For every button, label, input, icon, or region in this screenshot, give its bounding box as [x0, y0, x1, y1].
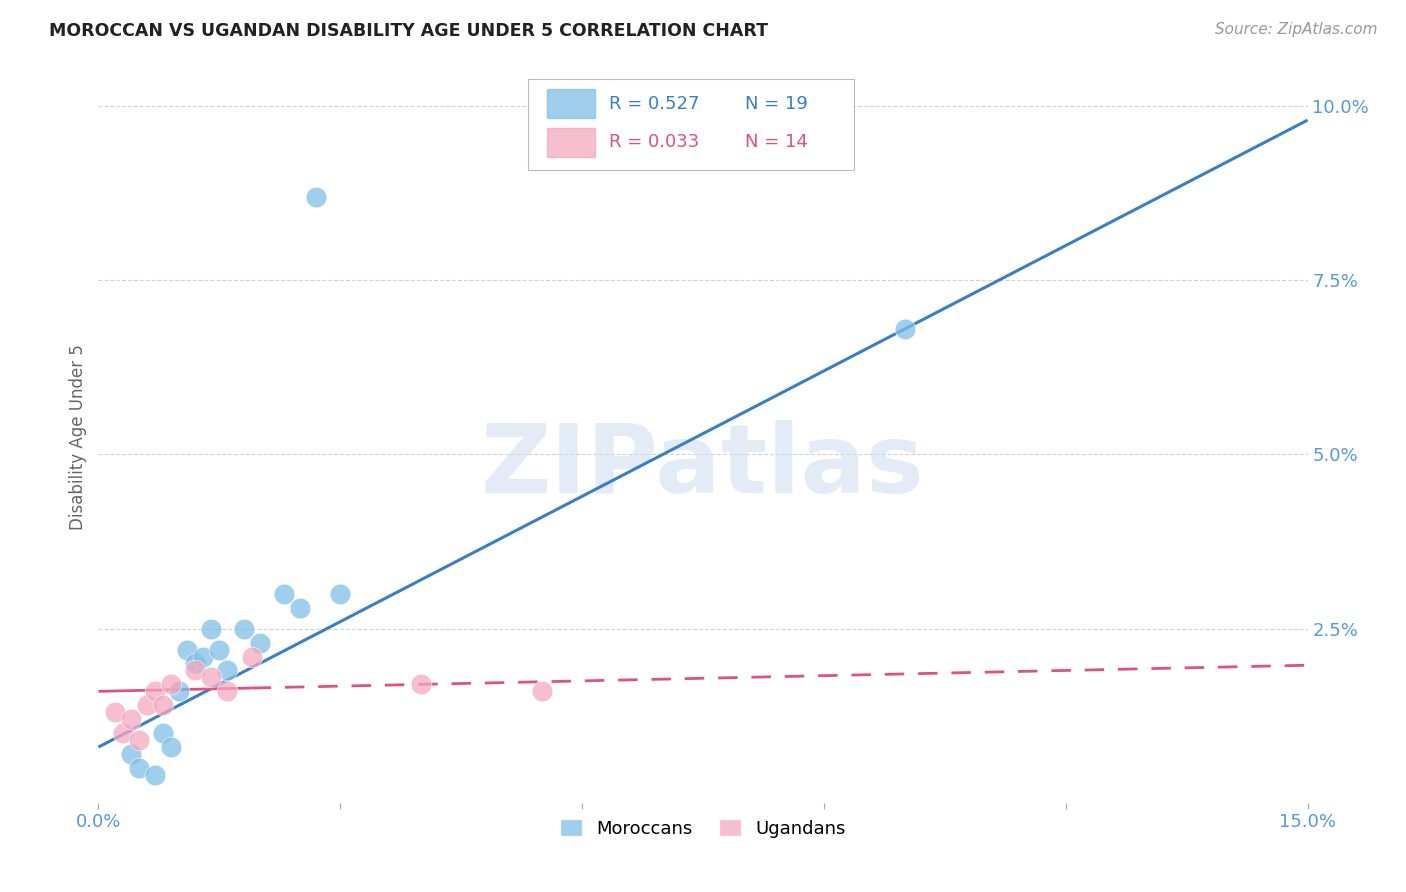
FancyBboxPatch shape — [527, 78, 855, 170]
Point — [893, 322, 915, 336]
Text: R = 0.033: R = 0.033 — [609, 134, 699, 152]
Point — [217, 684, 239, 698]
Point — [273, 587, 295, 601]
Legend: Moroccans, Ugandans: Moroccans, Ugandans — [553, 813, 853, 845]
Point — [288, 600, 311, 615]
Point — [409, 677, 432, 691]
Point — [232, 622, 254, 636]
Point — [152, 698, 174, 713]
Y-axis label: Disability Age Under 5: Disability Age Under 5 — [69, 344, 87, 530]
Point — [103, 705, 125, 719]
Point — [530, 684, 553, 698]
Point — [249, 635, 271, 649]
Point — [217, 664, 239, 678]
Point — [143, 768, 166, 782]
Point — [329, 587, 352, 601]
Point — [143, 684, 166, 698]
Point — [111, 726, 134, 740]
Point — [200, 670, 222, 684]
Point — [135, 698, 157, 713]
Point — [120, 747, 142, 761]
Text: N = 19: N = 19 — [745, 95, 808, 112]
Point — [128, 733, 150, 747]
Text: Source: ZipAtlas.com: Source: ZipAtlas.com — [1215, 22, 1378, 37]
Point — [305, 190, 328, 204]
Point — [208, 642, 231, 657]
Point — [120, 712, 142, 726]
Point — [193, 649, 215, 664]
Text: MOROCCAN VS UGANDAN DISABILITY AGE UNDER 5 CORRELATION CHART: MOROCCAN VS UGANDAN DISABILITY AGE UNDER… — [49, 22, 768, 40]
FancyBboxPatch shape — [547, 89, 595, 119]
Text: R = 0.527: R = 0.527 — [609, 95, 699, 112]
Text: N = 14: N = 14 — [745, 134, 808, 152]
Point — [167, 684, 190, 698]
Point — [200, 622, 222, 636]
Point — [160, 740, 183, 755]
FancyBboxPatch shape — [547, 128, 595, 157]
Point — [128, 761, 150, 775]
Point — [184, 664, 207, 678]
Point — [240, 649, 263, 664]
Point — [184, 657, 207, 671]
Point — [160, 677, 183, 691]
Text: ZIPatlas: ZIPatlas — [481, 420, 925, 513]
Point — [176, 642, 198, 657]
Point — [152, 726, 174, 740]
